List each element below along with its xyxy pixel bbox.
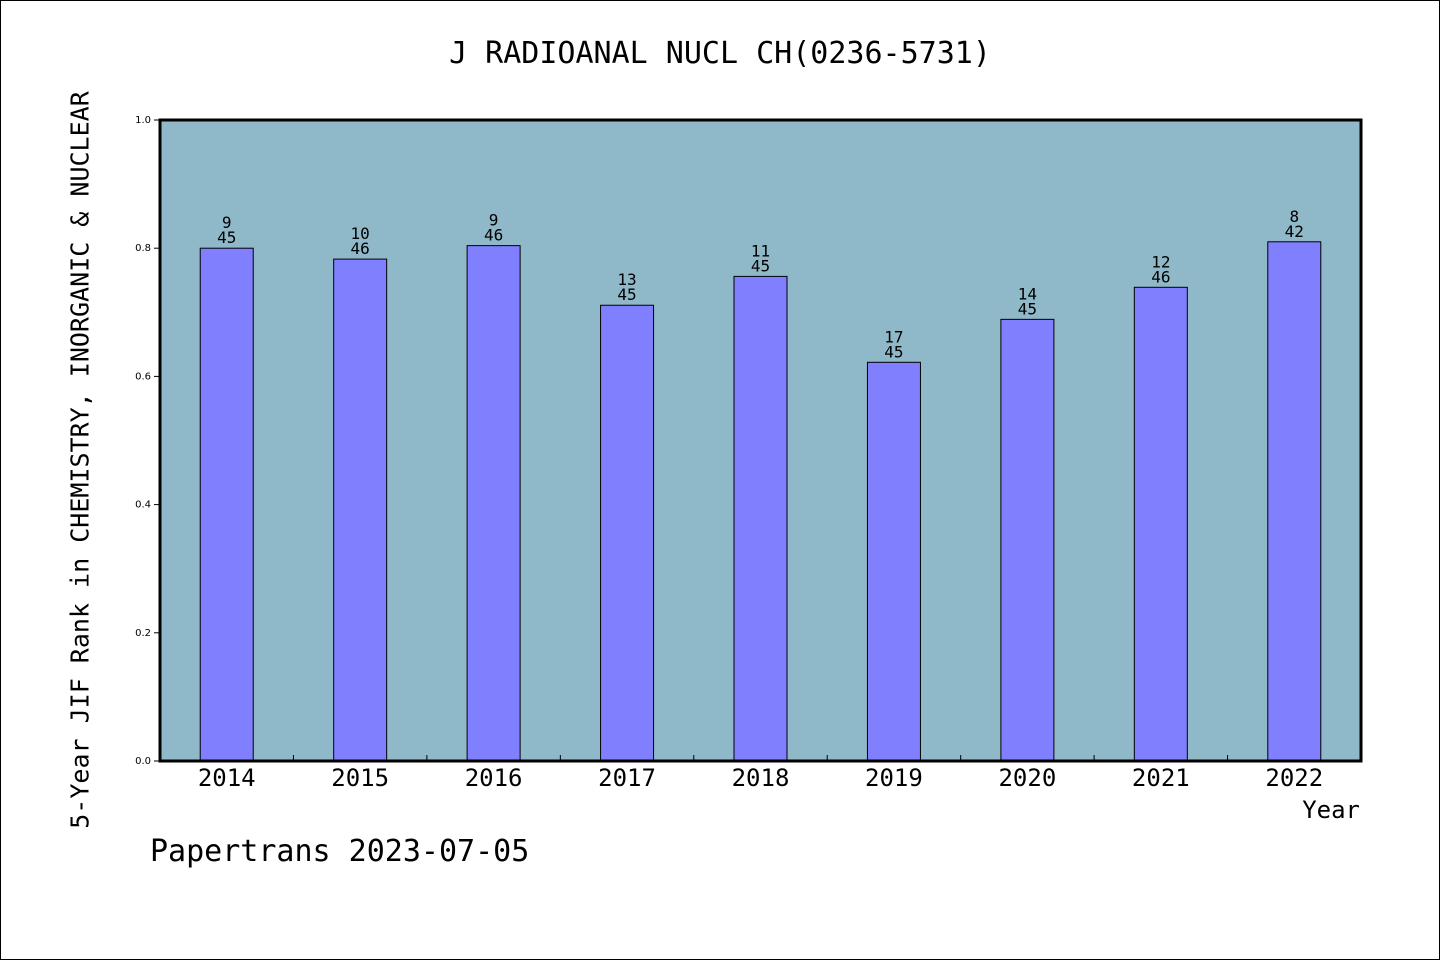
footer-note: Papertrans 2023-07-05 (150, 834, 530, 869)
bar-2015 (333, 258, 388, 762)
bar-total-label: 45 (751, 256, 770, 275)
bar-rank-label: 9 (222, 213, 232, 232)
bar-total-label: 46 (1151, 267, 1170, 286)
bar-2019 (866, 361, 921, 762)
bar-total-label: 45 (884, 342, 903, 361)
plot-border (158, 118, 1363, 763)
x-tick-label: 2020 (998, 764, 1056, 792)
x-tick-label: 2014 (198, 764, 256, 792)
bar-rank-label: 10 (351, 224, 370, 243)
bar-total-label: 45 (217, 228, 236, 247)
y-tick-label: 0.0 (135, 756, 151, 767)
bar-total-label: 46 (351, 239, 370, 258)
chart-title: J RADIOANAL NUCL CH(0236-5731) (449, 36, 991, 71)
x-tick-label: 2018 (732, 764, 790, 792)
bar-rank-label: 8 (1289, 207, 1299, 226)
x-tick-label: 2021 (1132, 764, 1190, 792)
bar-rank-label: 12 (1151, 252, 1170, 271)
bar-rank-label: 14 (1018, 284, 1037, 303)
bar-total-label: 46 (484, 226, 503, 245)
y-tick-label: 1.0 (135, 115, 151, 126)
bar-2021 (1133, 286, 1188, 762)
bar-rank-label: 13 (617, 270, 636, 289)
y-tick-label: 0.4 (135, 500, 151, 511)
y-tick-label: 0.8 (135, 243, 151, 254)
bar-rank-label: 9 (489, 211, 499, 230)
x-tick-label: 2017 (598, 764, 656, 792)
bar-2017 (600, 304, 655, 762)
x-tick-label: 2016 (465, 764, 523, 792)
bar-rank-label: 17 (884, 327, 903, 346)
y-tick-label: 0.6 (135, 371, 151, 382)
bar-2020 (1000, 318, 1055, 762)
x-tick-label: 2015 (331, 764, 389, 792)
bar-2022 (1267, 241, 1322, 762)
x-tick-label: 2022 (1265, 764, 1323, 792)
y-tick-label: 0.2 (135, 628, 151, 639)
bar-2016 (466, 245, 521, 762)
bar-total-label: 45 (617, 285, 636, 304)
x-axis-title: Year (1302, 796, 1360, 824)
bar-2018 (733, 275, 788, 762)
bar-rank-label: 11 (751, 241, 770, 260)
bar-total-label: 42 (1285, 222, 1304, 241)
bar-total-label: 45 (1018, 299, 1037, 318)
bar-2014 (199, 247, 254, 762)
x-tick-label: 2019 (865, 764, 923, 792)
